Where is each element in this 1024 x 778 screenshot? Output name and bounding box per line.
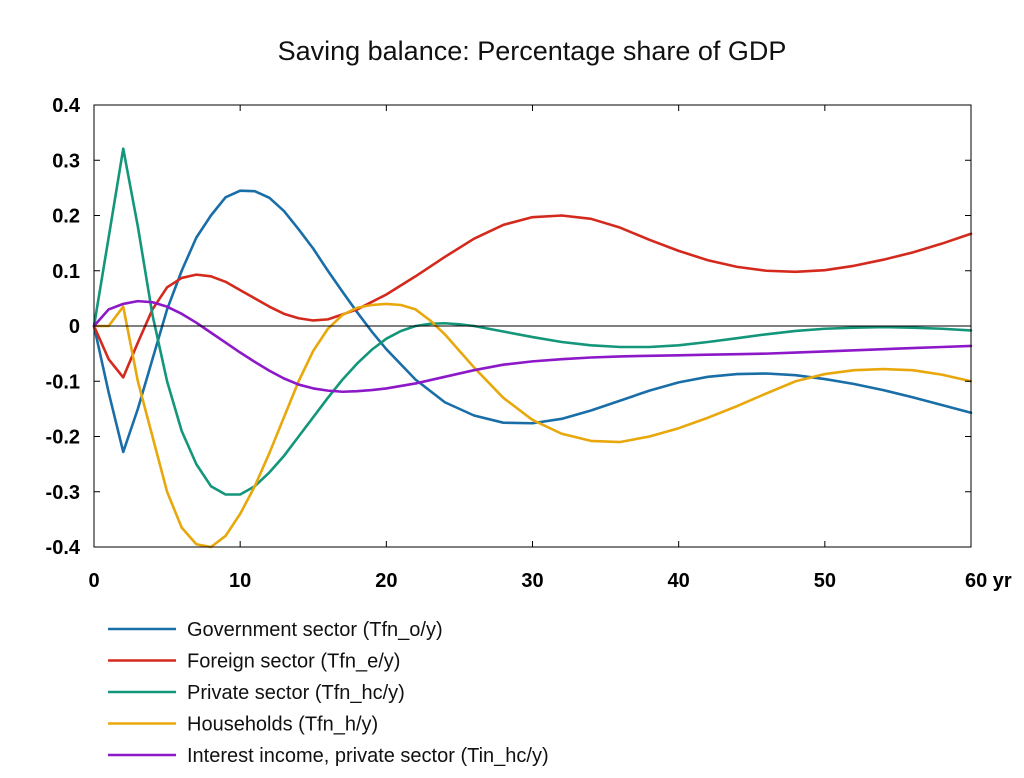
x-tick-label: 40 — [668, 570, 690, 592]
series-line-4 — [92, 302, 973, 549]
series-line-3 — [92, 147, 973, 496]
y-tick-label: 0.4 — [52, 95, 81, 117]
series-line-2 — [92, 214, 973, 379]
y-tick-label: -0.2 — [46, 427, 80, 449]
y-tick-label: 0.1 — [52, 261, 80, 283]
x-tick-label: 30 — [521, 570, 543, 592]
y-tick-label: 0.2 — [52, 206, 80, 228]
series-line-5 — [92, 299, 973, 394]
legend-label-5: Interest income, private sector (Tin_hc/… — [187, 745, 549, 767]
x-tick-label: 50 — [814, 570, 836, 592]
y-tick-label: -0.1 — [46, 371, 80, 393]
x-tick-label: 60 yr — [965, 570, 1012, 592]
y-tick-label: 0.3 — [52, 150, 80, 172]
plot-area — [92, 147, 973, 549]
legend-label-4: Households (Tfn_h/y) — [187, 714, 378, 736]
legend-label-1: Government sector (Tfn_o/y) — [187, 619, 443, 641]
y-tick-label: 0 — [69, 316, 80, 338]
axes: 0.4 0.3 0.2 0.1 0 -0.1 -0.2 -0.3 -0.4 0 10 20 30 40 50… — [46, 95, 1012, 592]
chart-title: Saving balance: Percentage share of GDP — [278, 36, 787, 66]
legend-label-2: Foreign sector (Tfn_e/y) — [187, 651, 400, 673]
x-tick-label: 20 — [375, 570, 397, 592]
y-tick-label: -0.4 — [46, 537, 81, 559]
y-tick-label: -0.3 — [46, 482, 80, 504]
legend: Government sector (Tfn_o/y) Foreign secto… — [108, 619, 549, 767]
series-line-1 — [92, 189, 973, 454]
legend-label-3: Private sector (Tfn_hc/y) — [187, 682, 405, 704]
x-tick-label: 10 — [229, 570, 251, 592]
x-tick-label: 0 — [88, 570, 99, 592]
